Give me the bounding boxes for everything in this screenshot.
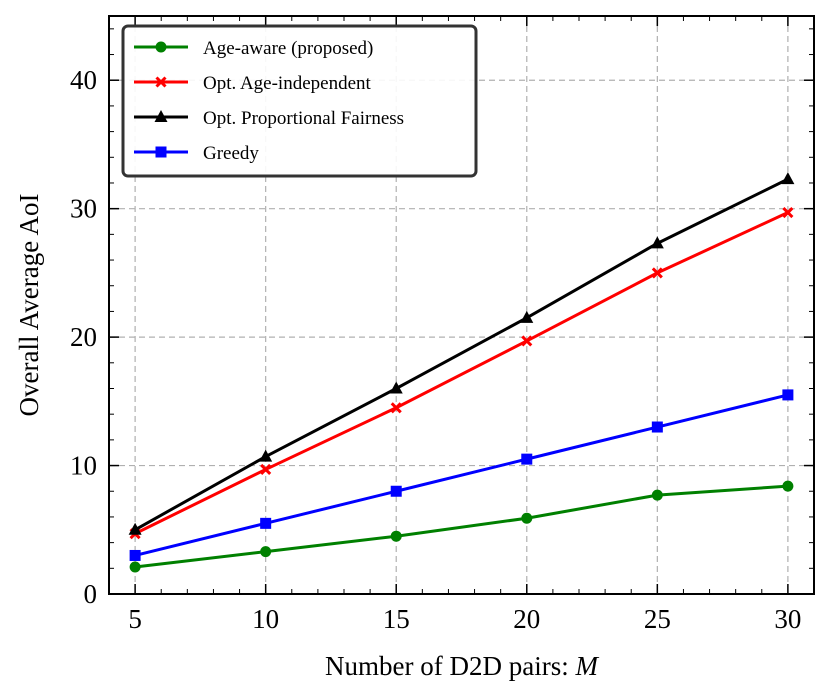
legend-entry: Opt. Age-independent [134,73,372,94]
series-layer [128,172,795,573]
data-point [260,517,272,529]
legend-marker [155,76,167,88]
series-3 [129,389,794,561]
data-point [389,381,403,394]
legend-marker [155,146,167,158]
series-2 [128,172,795,535]
y-tick-label: 40 [70,65,97,95]
x-tick-label: 15 [383,604,410,634]
axis-ticks: 5 10 15 20 25 30 0 10 20 30 40 [70,16,815,634]
x-tick-label: 10 [252,604,279,634]
series-line [134,393,789,557]
data-point [782,480,794,492]
data-point [390,485,402,497]
data-point [781,172,795,185]
legend-entry: Opt. Proportional Fairness [134,108,404,129]
y-tick-label: 30 [70,194,97,224]
legend-entry: Age-aware (proposed) [134,38,373,59]
data-point [782,389,794,401]
data-point [260,463,272,475]
y-tick-label: 0 [84,579,98,609]
x-axis-title-variable: M [574,651,599,681]
series-line [134,211,789,535]
y-tick-label: 20 [70,322,97,352]
data-point [521,335,533,347]
legend-marker [155,41,167,53]
y-axis-title: Overall Average AoI [14,194,44,417]
data-point [520,310,534,323]
data-point [259,449,273,462]
legend-box [121,24,478,178]
x-tick-label: 20 [513,604,540,634]
plot-frame [108,15,815,595]
x-axis-title: Number of D2D pairs: M [325,651,599,681]
series-line [134,484,788,569]
data-point [260,546,272,558]
x-tick-label: 5 [128,604,142,634]
legend: Age-aware (proposed) Opt. Age-independent… [121,24,478,178]
data-point [650,236,664,249]
data-point [651,267,663,279]
series-line [134,177,789,532]
legend-label: Opt. Proportional Fairness [203,108,404,129]
data-point [128,522,142,535]
y-tick-label: 10 [70,451,97,481]
data-point [390,530,402,542]
x-tick-label: 25 [644,604,671,634]
legend-label: Age-aware (proposed) [203,38,373,59]
series-0 [129,480,794,573]
data-point [129,561,141,573]
legend-entry: Greedy [134,143,259,164]
legend-label: Opt. Age-independent [203,73,372,94]
x-axis-title-text: Number of D2D pairs: [325,651,575,681]
data-point [129,549,141,561]
data-point [651,421,663,433]
data-point [651,489,663,501]
x-tick-label: 30 [774,604,801,634]
data-point [521,453,533,465]
data-point [390,402,402,414]
data-point [521,512,533,524]
legend-marker [154,110,168,122]
legend-label: Greedy [203,143,259,164]
series-1 [129,206,794,540]
data-point [782,206,794,219]
